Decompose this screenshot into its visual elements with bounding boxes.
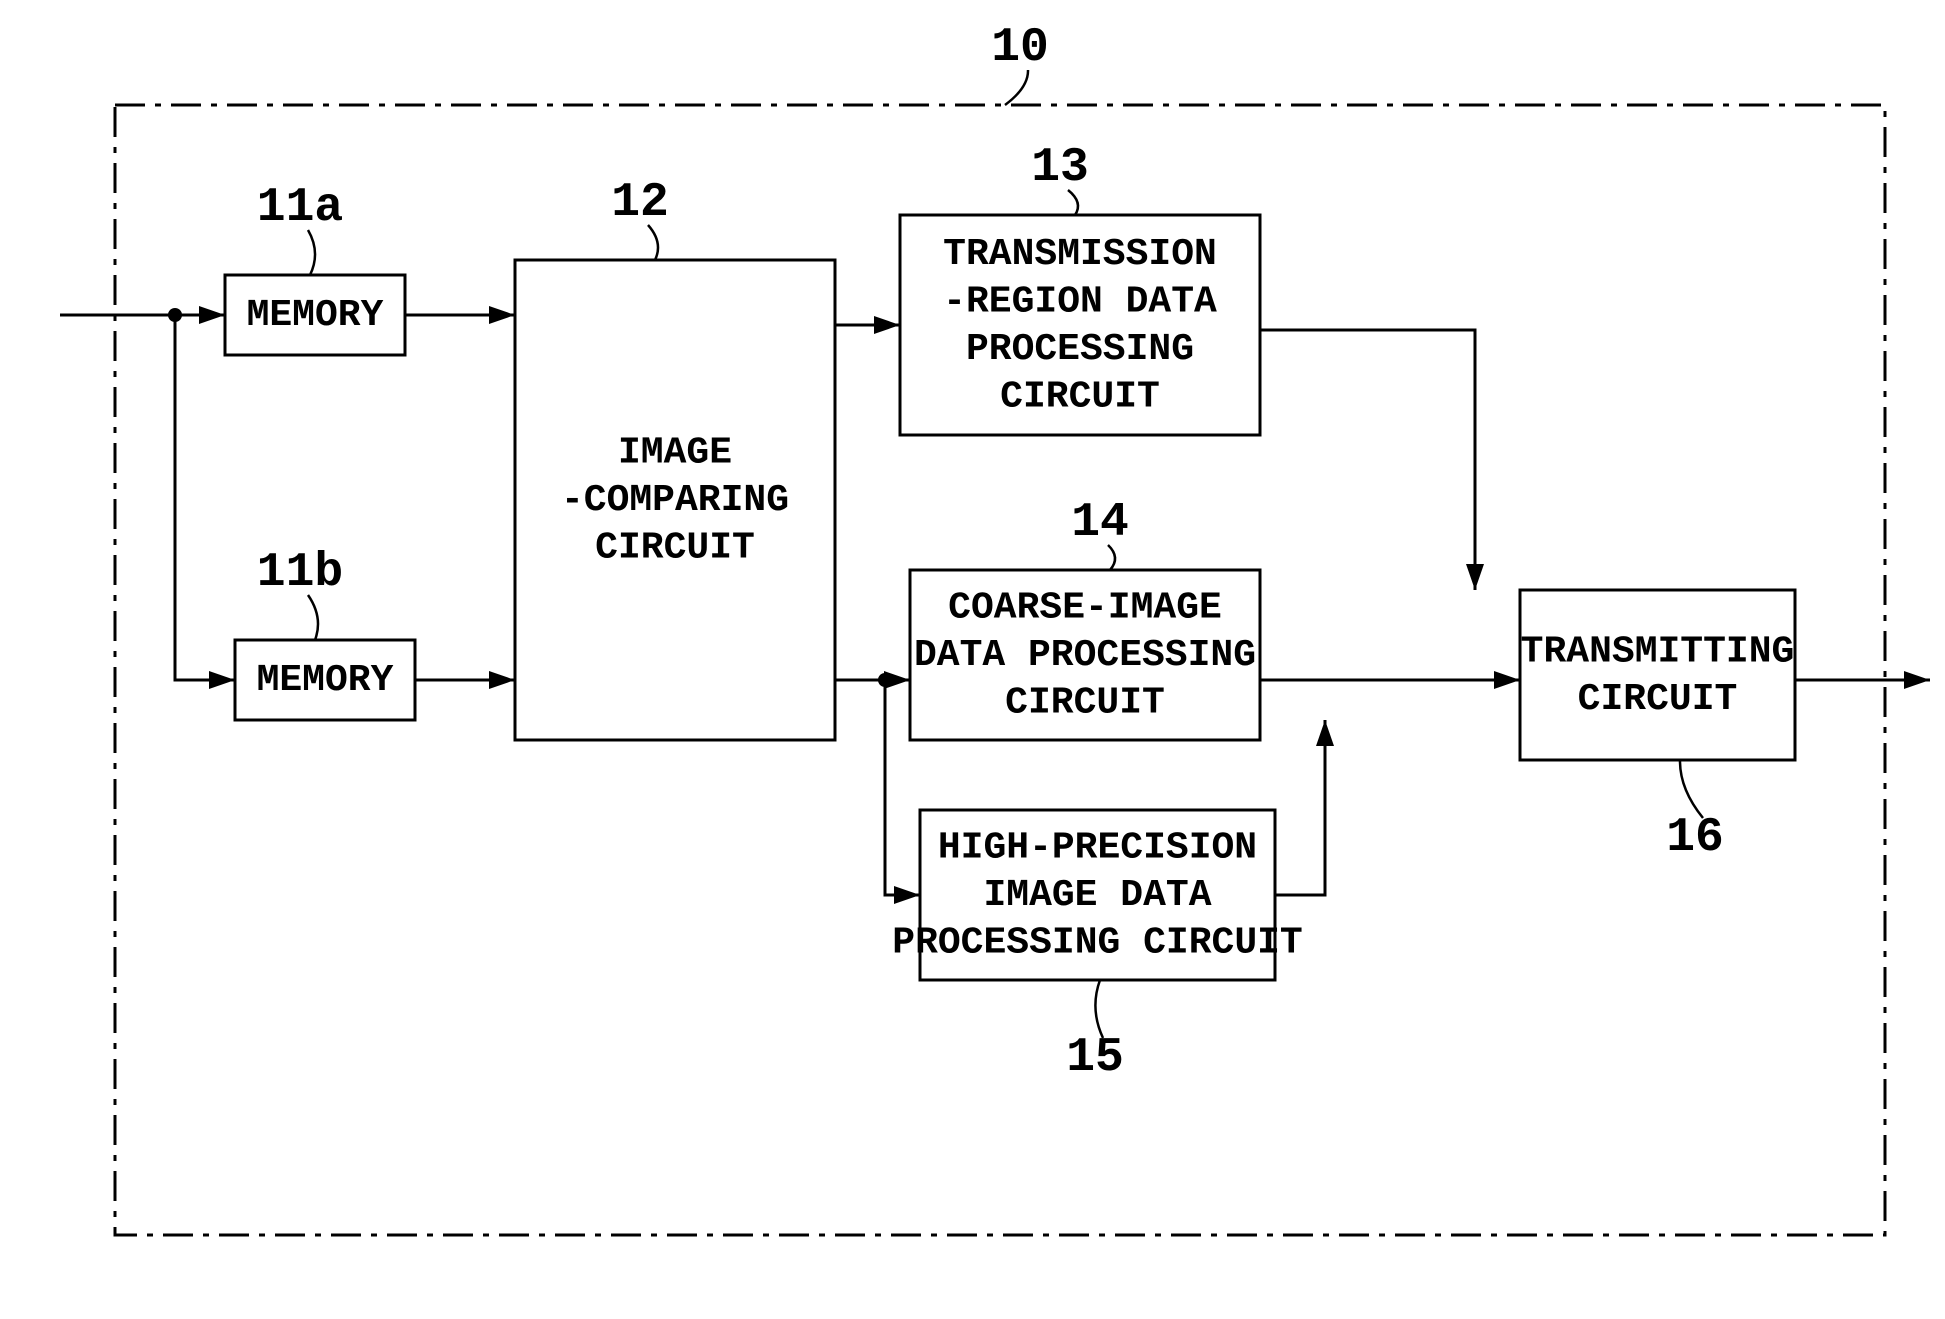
arrowhead: [1316, 720, 1334, 746]
arrowhead: [489, 306, 515, 324]
arrowhead: [874, 316, 900, 334]
box-mem_a-label: MEMORY: [247, 294, 384, 337]
ref-r12: 12: [611, 176, 669, 230]
wire: [1275, 720, 1325, 895]
arrowhead: [1904, 671, 1930, 689]
box-compare-label: IMAGE: [618, 432, 732, 475]
junction-node: [878, 673, 892, 687]
leader-r11a: [308, 230, 315, 275]
box-trans_region-label: TRANSMISSION: [943, 233, 1217, 276]
arrowhead: [489, 671, 515, 689]
ref-r15: 15: [1066, 1031, 1124, 1085]
box-highprec-label: IMAGE DATA: [983, 874, 1211, 917]
ref-r11b: 11b: [257, 546, 343, 600]
arrowhead: [209, 671, 235, 689]
box-tx-label: TRANSMITTING: [1521, 630, 1795, 673]
ref-r13: 13: [1031, 141, 1089, 195]
arrowhead: [1494, 671, 1520, 689]
leader-r16: [1680, 760, 1703, 818]
box-trans_region-label: PROCESSING: [966, 328, 1194, 371]
box-tx: [1520, 590, 1795, 760]
box-highprec-label: HIGH-PRECISION: [938, 827, 1257, 870]
box-tx-label: CIRCUIT: [1578, 678, 1738, 721]
arrowhead: [199, 306, 225, 324]
wire: [1260, 330, 1475, 590]
box-coarse-label: COARSE-IMAGE: [948, 587, 1222, 630]
junction-node: [168, 308, 182, 322]
leader-r12: [648, 225, 658, 260]
box-trans_region-label: -REGION DATA: [943, 280, 1217, 323]
box-coarse-label: CIRCUIT: [1005, 682, 1165, 725]
box-coarse-label: DATA PROCESSING: [914, 634, 1256, 677]
wire: [175, 315, 235, 680]
ref-r10: 10: [991, 21, 1049, 75]
leader-r15: [1095, 980, 1103, 1038]
box-compare-label: CIRCUIT: [595, 527, 755, 570]
leader-r10: [1005, 70, 1028, 105]
ref-r11a: 11a: [257, 181, 343, 235]
box-mem_b-label: MEMORY: [257, 659, 394, 702]
box-highprec-label: PROCESSING CIRCUIT: [892, 922, 1302, 965]
box-trans_region-label: CIRCUIT: [1000, 375, 1160, 418]
arrowhead: [894, 886, 920, 904]
leader-r11b: [308, 595, 318, 640]
arrowhead: [1466, 564, 1484, 590]
box-compare-label: -COMPARING: [561, 479, 789, 522]
ref-r14: 14: [1071, 496, 1129, 550]
ref-r16: 16: [1666, 811, 1724, 865]
